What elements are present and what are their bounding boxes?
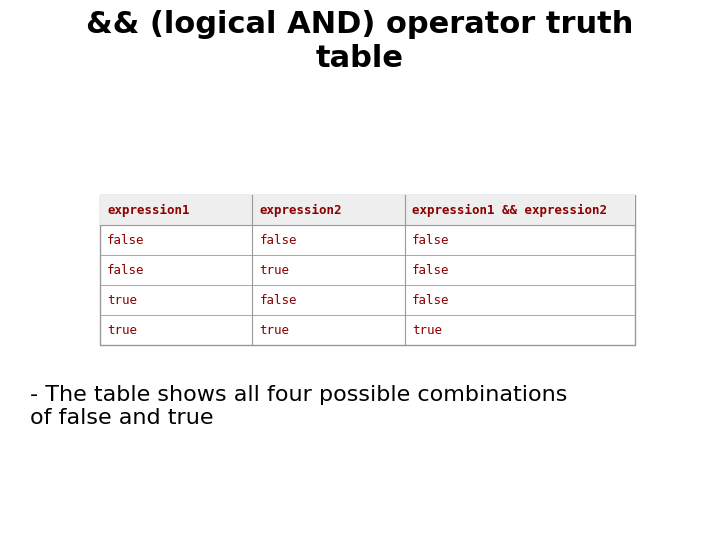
Text: expression2: expression2: [260, 204, 342, 217]
Text: true: true: [260, 264, 289, 276]
Text: false: false: [412, 264, 450, 276]
Text: true: true: [107, 323, 138, 336]
Text: expression1 && expression2: expression1 && expression2: [412, 204, 607, 217]
Text: false: false: [412, 294, 450, 307]
Text: false: false: [412, 233, 450, 246]
Text: && (logical AND) operator truth
table: && (logical AND) operator truth table: [86, 10, 634, 72]
Text: - The table shows all four possible combinations
of false and true: - The table shows all four possible comb…: [30, 385, 567, 428]
Text: true: true: [260, 323, 289, 336]
Text: false: false: [107, 264, 145, 276]
Text: false: false: [260, 294, 297, 307]
Text: expression1: expression1: [107, 204, 189, 217]
Text: false: false: [260, 233, 297, 246]
Text: true: true: [412, 323, 442, 336]
Text: true: true: [107, 294, 138, 307]
Text: false: false: [107, 233, 145, 246]
Bar: [100, 195, 635, 225]
